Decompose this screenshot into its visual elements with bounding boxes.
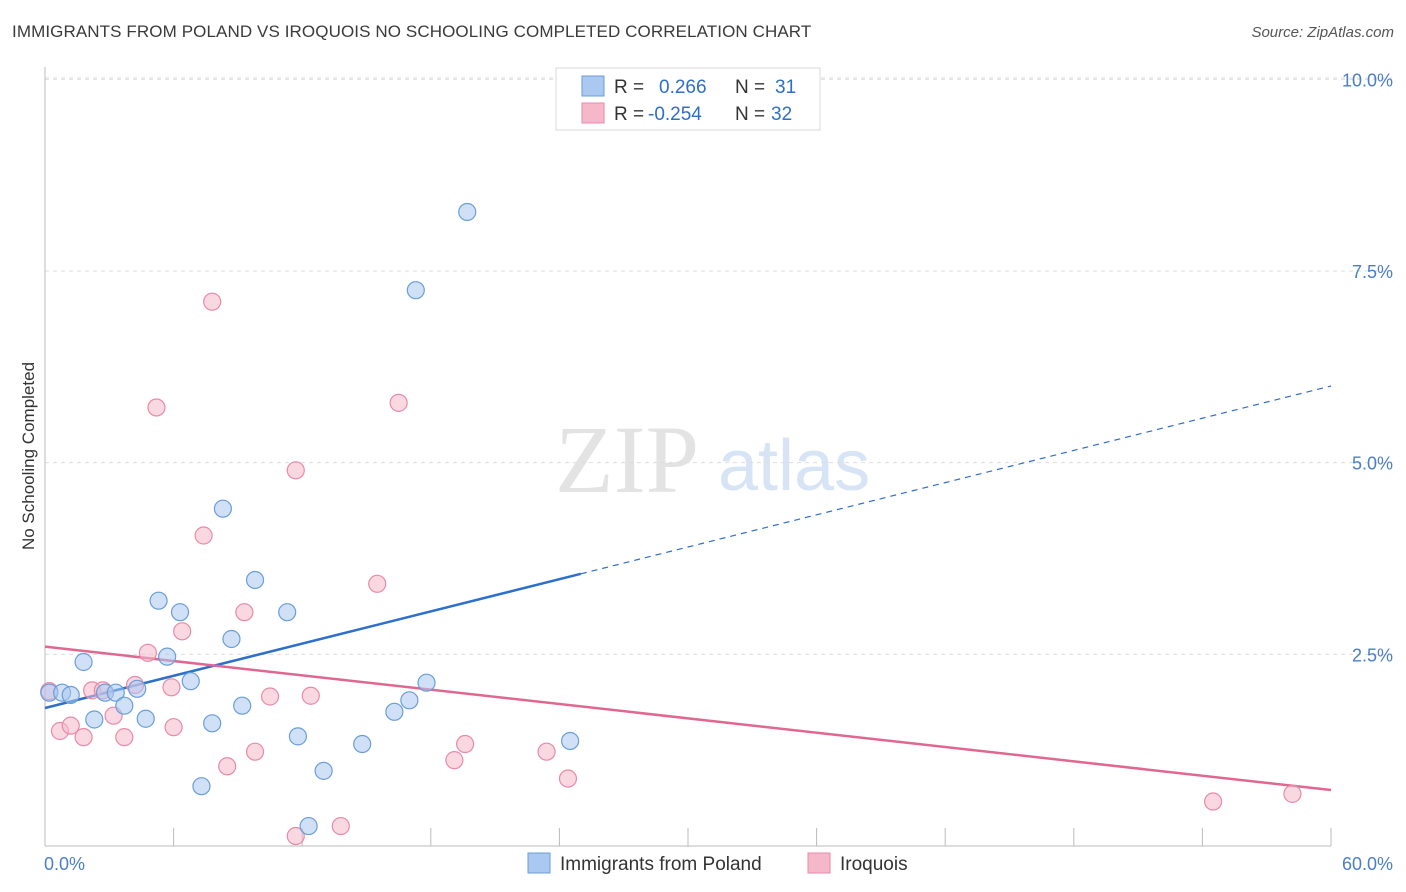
iroquois-point-24 bbox=[368, 574, 387, 593]
trend-line-poland-extension bbox=[580, 385, 1332, 575]
y-tick-label-0: 2.5% bbox=[1352, 645, 1393, 665]
poland-point-28 bbox=[417, 673, 436, 692]
poland-point-11 bbox=[158, 647, 177, 666]
y-axis-title: No Schooling Completed bbox=[19, 362, 38, 550]
x-tick-label-max: 60.0% bbox=[1342, 854, 1393, 874]
iroquois-point-14 bbox=[194, 526, 213, 545]
poland-point-26 bbox=[400, 691, 419, 710]
poland-point-3 bbox=[74, 652, 93, 672]
legend-n-label-2: N = bbox=[735, 104, 765, 125]
iroquois-point-13 bbox=[173, 622, 192, 641]
iroquois-point-15 bbox=[203, 292, 222, 311]
poland-point-18 bbox=[233, 696, 252, 715]
poland-point-29 bbox=[458, 202, 477, 222]
iroquois-point-29 bbox=[558, 769, 578, 788]
y-tick-label-2: 7.5% bbox=[1352, 262, 1393, 282]
y-tick-label-1: 5.0% bbox=[1352, 454, 1393, 474]
iroquois-point-7 bbox=[115, 728, 134, 747]
trend-line-iroquois bbox=[44, 645, 1332, 792]
poland-point-16 bbox=[213, 499, 232, 518]
bottom-legend-label-poland: Immigrants from Poland bbox=[560, 854, 762, 875]
iroquois-point-23 bbox=[331, 816, 350, 836]
poland-point-17 bbox=[222, 629, 241, 649]
iroquois-point-31 bbox=[1283, 784, 1302, 803]
legend-n-label-1: N = bbox=[735, 77, 765, 98]
poland-point-12 bbox=[170, 603, 190, 622]
bottom-legend-label-iroquois: Iroquois bbox=[840, 854, 908, 875]
iroquois-point-3 bbox=[74, 728, 93, 747]
poland-point-14 bbox=[192, 777, 211, 796]
watermark-zip: ZIP bbox=[555, 406, 699, 513]
poland-point-8 bbox=[128, 679, 147, 698]
data-points bbox=[40, 202, 1302, 846]
iroquois-point-20 bbox=[286, 826, 305, 846]
poland-point-2 bbox=[61, 685, 80, 705]
iroquois-point-25 bbox=[389, 393, 408, 412]
grid-lines bbox=[45, 77, 1392, 655]
iroquois-point-18 bbox=[245, 742, 265, 761]
poland-point-13 bbox=[181, 672, 200, 691]
iroquois-point-21 bbox=[286, 461, 305, 480]
poland-point-4 bbox=[85, 710, 104, 729]
iroquois-point-9 bbox=[138, 643, 157, 662]
poland-point-27 bbox=[406, 281, 425, 300]
x-tick-label-min: 0.0% bbox=[44, 854, 85, 874]
legend-swatch-poland bbox=[581, 75, 605, 97]
legend-r-value-1: 0.266 bbox=[659, 77, 707, 98]
legend-n-value-2: 32 bbox=[771, 104, 792, 125]
poland-point-25 bbox=[385, 702, 404, 721]
poland-point-20 bbox=[278, 603, 297, 622]
y-tick-label-3: 10.0% bbox=[1342, 70, 1393, 90]
series-legend: Immigrants from Poland Iroquois bbox=[527, 852, 908, 875]
iroquois-point-10 bbox=[147, 398, 166, 417]
poland-point-22 bbox=[299, 816, 318, 836]
poland-point-10 bbox=[149, 591, 168, 610]
chart-source: Source: ZipAtlas.com bbox=[1251, 24, 1394, 41]
correlation-legend: R = 0.266 N = 31 R = -0.254 N = 32 bbox=[555, 67, 821, 131]
poland-point-9 bbox=[136, 709, 155, 728]
poland-point-23 bbox=[314, 761, 333, 780]
legend-r-label-2: R = bbox=[614, 104, 644, 125]
iroquois-point-11 bbox=[162, 678, 181, 697]
legend-n-value-1: 31 bbox=[775, 77, 796, 98]
iroquois-point-30 bbox=[1204, 792, 1223, 811]
legend-r-value-2: -0.254 bbox=[648, 104, 702, 125]
iroquois-point-2 bbox=[61, 716, 80, 735]
iroquois-point-19 bbox=[260, 687, 280, 706]
iroquois-point-22 bbox=[301, 686, 320, 705]
legend-swatch-iroquois bbox=[581, 102, 605, 124]
poland-point-15 bbox=[203, 714, 222, 733]
iroquois-point-26 bbox=[445, 751, 464, 770]
poland-point-19 bbox=[245, 570, 265, 590]
poland-point-24 bbox=[353, 734, 372, 754]
poland-point-21 bbox=[288, 727, 308, 746]
poland-point-7 bbox=[115, 696, 134, 715]
watermark-atlas: atlas bbox=[718, 426, 870, 506]
chart-title: IMMIGRANTS FROM POLAND VS IROQUOIS NO SC… bbox=[12, 22, 812, 41]
poland-point-6 bbox=[106, 683, 125, 702]
legend-r-label-1: R = bbox=[614, 77, 644, 98]
iroquois-point-12 bbox=[164, 718, 183, 737]
bottom-legend-swatch-poland bbox=[527, 852, 551, 874]
iroquois-point-27 bbox=[455, 734, 475, 754]
iroquois-point-17 bbox=[235, 603, 254, 622]
iroquois-point-16 bbox=[218, 757, 237, 776]
tick-labels: 2.5% 5.0% 7.5% 10.0% 0.0% 60.0% bbox=[44, 70, 1393, 874]
bottom-legend-swatch-iroquois bbox=[807, 852, 831, 874]
iroquois-point-28 bbox=[537, 742, 556, 761]
poland-point-30 bbox=[561, 731, 580, 751]
